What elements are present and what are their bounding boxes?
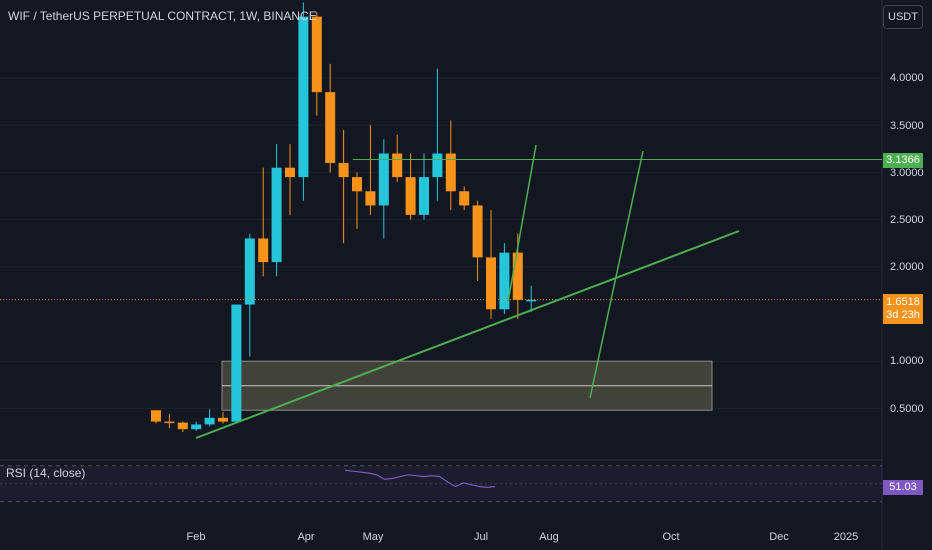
candle-body: [204, 417, 215, 425]
y-tick-label: 1.0000: [890, 355, 924, 367]
x-tick-label: Apr: [297, 531, 315, 543]
candle-body: [486, 257, 496, 310]
projection-line: [589, 150, 644, 399]
rsi-indicator-label[interactable]: RSI (14, close): [6, 466, 86, 480]
horizontal-line-price-badge: 3.1366: [883, 153, 923, 168]
rsi-band: [0, 465, 882, 502]
candle-body: [352, 177, 362, 192]
y-tick-label: 3.0000: [890, 167, 924, 179]
currency-button[interactable]: USDT: [883, 5, 923, 29]
candle-body: [151, 410, 161, 422]
candle-body: [298, 16, 309, 178]
y-tick-label: 2.0000: [890, 261, 924, 273]
projection-line: [507, 144, 537, 303]
x-tick-label: 2025: [833, 531, 859, 543]
ascending-trendline: [195, 230, 740, 439]
candle-body: [244, 238, 255, 305]
candle-body: [177, 422, 188, 430]
candle-body: [325, 92, 336, 163]
candle-body: [311, 16, 322, 93]
candle-body: [338, 162, 349, 178]
x-tick-label: Dec: [769, 531, 789, 543]
candle-body: [271, 167, 282, 263]
y-tick-label: 2.5000: [890, 214, 924, 226]
candle-body: [419, 177, 429, 215]
candle-body: [512, 252, 523, 300]
candle-body: [432, 153, 443, 178]
candle-body: [378, 153, 389, 206]
rsi-value-badge: 51.03: [883, 480, 923, 495]
last-price-badge: 1.6518 3d 23h: [883, 294, 923, 324]
candle-body: [405, 177, 416, 215]
candle-body: [445, 153, 456, 192]
candle-body: [472, 205, 483, 258]
candle-body: [258, 238, 269, 263]
support-zone-box: [221, 360, 713, 411]
candle-body: [191, 424, 202, 430]
candle-body: [218, 417, 228, 422]
x-tick-label: May: [362, 531, 384, 543]
y-tick-label: 4.0000: [890, 72, 924, 84]
x-tick-label: Jul: [473, 531, 489, 543]
candle-body: [365, 191, 376, 206]
candle-body: [231, 304, 242, 422]
rsi-line: [344, 469, 496, 489]
bar-countdown: 3d 23h: [886, 309, 920, 321]
candle-body: [459, 191, 470, 206]
candle-body: [285, 167, 295, 178]
x-tick-label: Oct: [662, 531, 680, 543]
x-tick-label: Feb: [186, 531, 206, 543]
candle-body: [164, 421, 175, 424]
x-tick-label: Aug: [539, 531, 559, 543]
candle-body: [392, 153, 403, 178]
chart-title: WIF / TetherUS PERPETUAL CONTRACT, 1W, B…: [8, 9, 317, 23]
candlestick-series: [151, 2, 537, 432]
drawing-lines: [0, 144, 882, 439]
candle-body: [526, 299, 537, 302]
y-tick-label: 3.5000: [890, 120, 924, 132]
last-price-value: 1.6518: [886, 296, 920, 308]
y-tick-label: 0.5000: [890, 403, 924, 415]
candle-body: [499, 252, 510, 310]
rsi-pane: [0, 465, 882, 503]
